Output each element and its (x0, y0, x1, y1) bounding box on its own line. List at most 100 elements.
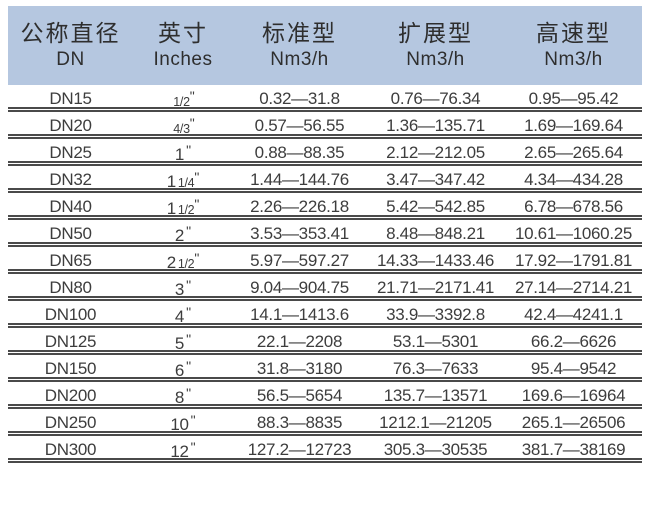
cell-high-speed-range: 2.65—265.64 (524, 143, 623, 162)
cell-dn: DN40 (49, 197, 92, 216)
cell-high-speed-range: 381.7—38169 (521, 440, 626, 459)
table-row: DN50 2 " 3.53—353.41 8.48—848.21 10.61—10… (8, 220, 642, 247)
flow-spec-table: 公称直径 DN 英寸 Inches 标准型 Nm3/h 扩展型 Nm3/h 高速… (8, 6, 642, 463)
cell-standard-range: 5.97—597.27 (250, 251, 349, 270)
cell-high-speed-range: 265.1—26506 (521, 413, 626, 432)
cell-standard-range: 3.53—353.41 (250, 224, 349, 243)
table-row: DN300 12 " 127.2—12723 305.3—30535 381.7—… (8, 436, 642, 463)
table-row: DN15 1/2" 0.32—31.8 0.76—76.34 0.95—95.4… (8, 85, 642, 112)
inches-whole: 3 (174, 280, 185, 299)
cell-standard-range: 127.2—12723 (247, 440, 352, 459)
cell-extended-range: 135.7—13571 (383, 386, 488, 405)
inches-unit-mark: " (189, 88, 195, 104)
cell-high-speed-range: 17.92—1791.81 (514, 251, 633, 270)
cell-dn: DN65 (49, 251, 92, 270)
header-inches-cn: 英寸 (158, 19, 208, 46)
inches-unit-mark: " (186, 223, 192, 239)
header-extended-cn: 扩展型 (398, 19, 473, 46)
cell-inches: 5 " (133, 328, 233, 356)
table-row: DN65 2 1/2" 5.97—597.27 14.33—1433.46 17.… (8, 247, 642, 274)
cell-high-speed-range: 6.78—678.56 (524, 197, 623, 216)
cell-high-speed-range: 27.14—2714.21 (514, 278, 633, 297)
header-dn-en: DN (56, 49, 85, 71)
inches-unit-mark: " (190, 439, 196, 455)
cell-extended-range: 3.47—347.42 (386, 170, 485, 189)
cell-extended-range: 53.1—5301 (392, 332, 479, 351)
inches-unit-mark: " (189, 115, 195, 131)
table-row: DN150 6 " 31.8—3180 76.3—7633 95.4—9542 (8, 355, 642, 382)
header-col-high-speed: 高速型 Nm3/h (505, 20, 642, 71)
table-row: DN125 5 " 22.1—2208 53.1—5301 66.2—6626 (8, 328, 642, 355)
cell-standard-range: 88.3—8835 (256, 413, 343, 432)
cell-extended-range: 21.71—2171.41 (376, 278, 495, 297)
cell-inches: 2 " (133, 220, 233, 248)
header-standard-unit: Nm3/h (270, 49, 329, 71)
header-col-inches: 英寸 Inches (133, 20, 233, 71)
cell-inches: 10 " (133, 409, 233, 437)
cell-high-speed-range: 1.69—169.64 (524, 116, 623, 135)
cell-extended-range: 1.36—135.71 (386, 116, 485, 135)
inches-whole: 10 (170, 415, 189, 434)
cell-dn: DN32 (49, 170, 92, 189)
cell-extended-range: 14.33—1433.46 (376, 251, 495, 270)
cell-standard-range: 22.1—2208 (256, 332, 343, 351)
cell-extended-range: 8.48—848.21 (386, 224, 485, 243)
inches-fraction: 1/4 (177, 176, 195, 190)
cell-extended-range: 1212.1—21205 (379, 413, 492, 432)
header-inches-en: Inches (153, 49, 213, 71)
cell-standard-range: 9.04—904.75 (250, 278, 349, 297)
cell-inches: 4 " (133, 301, 233, 329)
cell-extended-range: 305.3—30535 (383, 440, 488, 459)
inches-unit-mark: " (186, 385, 192, 401)
inches-whole: 12 (170, 442, 189, 461)
table-row: DN25 1 " 0.88—88.35 2.12—212.05 2.65—265.… (8, 139, 642, 166)
cell-standard-range: 2.26—226.18 (250, 197, 349, 216)
header-extended-unit: Nm3/h (406, 49, 465, 71)
cell-extended-range: 2.12—212.05 (386, 143, 485, 162)
cell-dn: DN250 (44, 413, 97, 432)
cell-dn: DN15 (49, 89, 92, 108)
cell-high-speed-range: 42.4—4241.1 (524, 305, 623, 324)
cell-inches: 12 " (133, 436, 233, 464)
inches-fraction: 1/2 (177, 257, 195, 271)
inches-whole: 6 (174, 361, 185, 380)
inches-unit-mark: " (186, 304, 192, 320)
inches-whole: 1 (166, 199, 176, 218)
inches-whole: 1 (166, 172, 176, 191)
cell-dn: DN20 (49, 116, 92, 135)
inches-unit-mark: " (186, 331, 192, 347)
cell-inches: 1 " (133, 139, 233, 167)
cell-inches: 8 " (133, 382, 233, 410)
cell-dn: DN125 (44, 332, 97, 351)
cell-high-speed-range: 0.95—95.42 (528, 89, 619, 108)
cell-standard-range: 0.88—88.35 (254, 143, 345, 162)
cell-dn: DN100 (44, 305, 97, 324)
cell-dn: DN150 (44, 359, 97, 378)
inches-whole: 5 (174, 334, 185, 353)
cell-high-speed-range: 66.2—6626 (530, 332, 617, 351)
inches-unit-mark: " (194, 169, 200, 185)
inches-unit-mark: " (194, 196, 200, 212)
inches-unit-mark: " (186, 142, 192, 158)
inches-fraction: 1/2 (177, 203, 195, 217)
cell-inches: 1 1/2" (133, 193, 233, 221)
inches-whole: 2 (166, 253, 176, 272)
table-row: DN32 1 1/4" 1.44—144.76 3.47—347.42 4.34—… (8, 166, 642, 193)
cell-inches: 1 1/4" (133, 166, 233, 194)
cell-inches: 6 " (133, 355, 233, 383)
inches-unit-mark: " (194, 250, 200, 266)
cell-extended-range: 76.3—7633 (392, 359, 479, 378)
cell-high-speed-range: 4.34—434.28 (524, 170, 623, 189)
cell-extended-range: 0.76—76.34 (390, 89, 481, 108)
table-body: DN15 1/2" 0.32—31.8 0.76—76.34 0.95—95.4… (8, 85, 642, 463)
header-col-extended: 扩展型 Nm3/h (366, 20, 505, 71)
cell-standard-range: 14.1—1413.6 (250, 305, 349, 324)
cell-standard-range: 0.32—31.8 (259, 89, 340, 108)
inches-unit-mark: " (190, 412, 196, 428)
inches-unit-mark: " (186, 358, 192, 374)
cell-inches: 2 1/2" (133, 247, 233, 275)
inches-fraction: 1/2 (173, 95, 190, 109)
cell-dn: DN50 (49, 224, 92, 243)
header-dn-cn: 公称直径 (20, 19, 121, 46)
